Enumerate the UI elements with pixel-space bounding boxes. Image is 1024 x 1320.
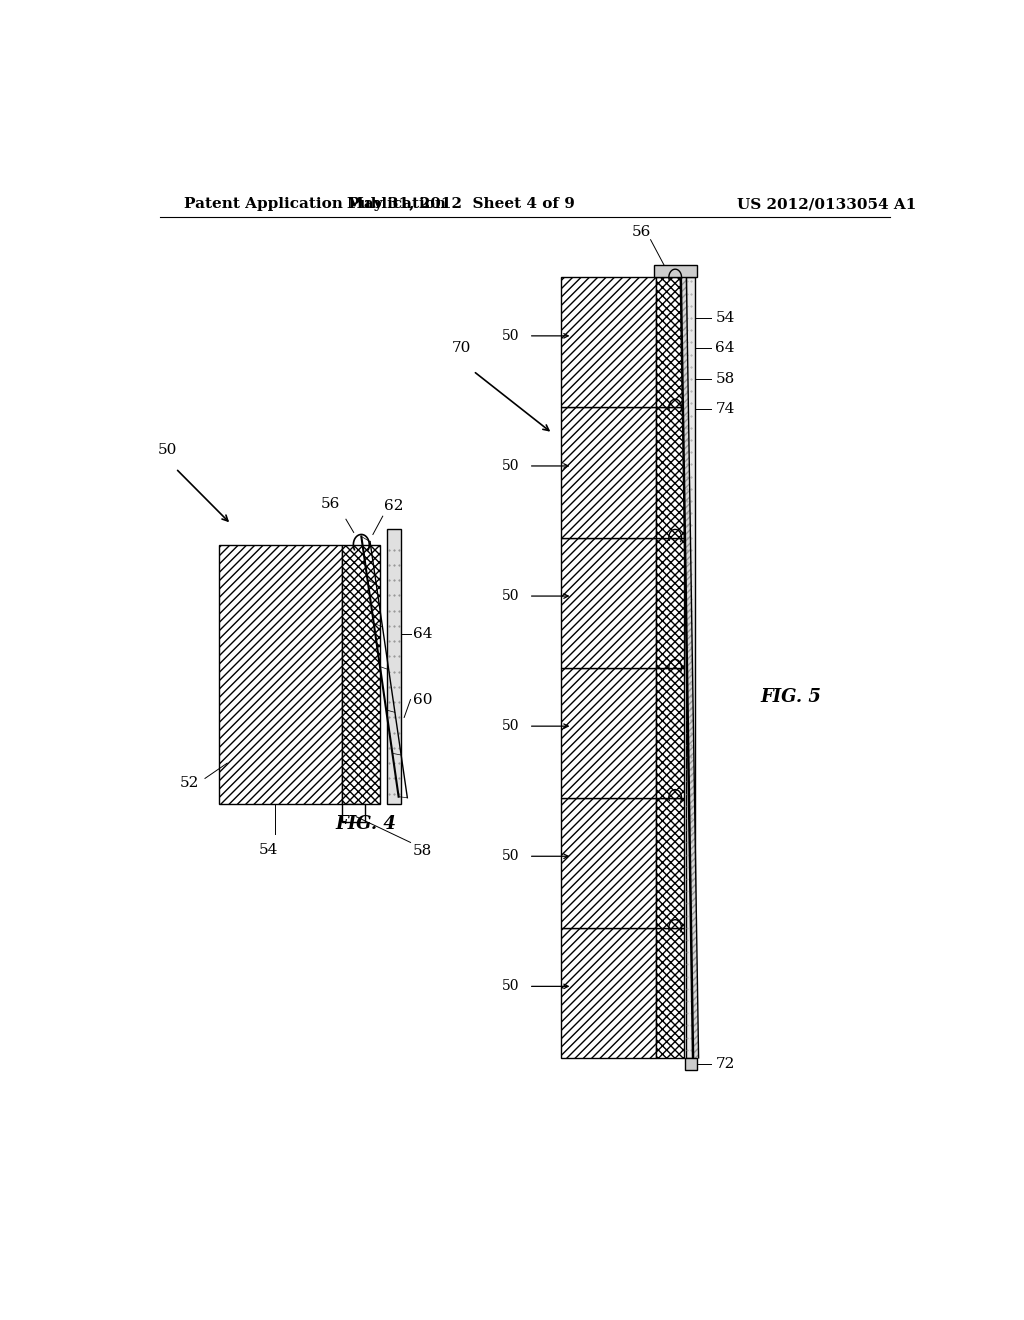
Text: 72: 72 (716, 1057, 734, 1071)
Bar (560, 537, 655, 668)
Text: Patent Application Publication: Patent Application Publication (183, 197, 445, 211)
Polygon shape (681, 273, 698, 1057)
Text: 50: 50 (158, 444, 177, 457)
Bar (560, 277, 655, 408)
Bar (560, 668, 655, 797)
Text: 64: 64 (716, 342, 735, 355)
Bar (560, 408, 655, 537)
Text: 54: 54 (259, 842, 279, 857)
Bar (219, 545, 342, 804)
Text: 50: 50 (502, 719, 519, 733)
Bar (560, 797, 655, 928)
Bar (655, 537, 684, 668)
Bar (342, 804, 366, 822)
Text: 60: 60 (413, 693, 432, 706)
Bar (655, 277, 684, 408)
Bar (655, 277, 684, 408)
Bar (655, 928, 684, 1057)
Bar (655, 797, 684, 928)
Bar (560, 408, 655, 537)
Bar (342, 545, 380, 804)
Text: 50: 50 (502, 979, 519, 994)
Text: 54: 54 (716, 312, 734, 325)
Text: 52: 52 (180, 776, 200, 791)
Bar (560, 537, 655, 668)
Bar (219, 545, 342, 804)
Bar (655, 668, 684, 797)
Bar (655, 408, 684, 537)
Text: 50: 50 (502, 329, 519, 343)
Text: 58: 58 (716, 372, 734, 385)
Text: 58: 58 (413, 843, 432, 858)
Text: 56: 56 (321, 496, 340, 511)
Text: 50: 50 (502, 849, 519, 863)
Text: 50: 50 (502, 459, 519, 473)
Bar (342, 545, 380, 804)
Bar (685, 1057, 697, 1071)
Text: 64: 64 (413, 627, 432, 640)
Text: 56: 56 (632, 224, 650, 239)
Bar (560, 277, 655, 408)
Bar (655, 928, 684, 1057)
Bar (686, 277, 695, 1057)
Bar (560, 668, 655, 797)
Text: US 2012/0133054 A1: US 2012/0133054 A1 (736, 197, 916, 211)
Bar (655, 408, 684, 537)
Text: 70: 70 (452, 341, 471, 355)
Bar (560, 797, 655, 928)
Text: 50: 50 (502, 589, 519, 603)
Bar (387, 529, 401, 804)
Text: FIG. 4: FIG. 4 (336, 816, 396, 833)
Bar (655, 797, 684, 928)
Text: 74: 74 (716, 403, 734, 416)
Bar (655, 668, 684, 797)
Text: May 31, 2012  Sheet 4 of 9: May 31, 2012 Sheet 4 of 9 (347, 197, 575, 211)
Bar (654, 265, 697, 277)
Bar (655, 537, 684, 668)
Bar (560, 928, 655, 1057)
Text: 62: 62 (384, 499, 403, 513)
Text: FIG. 5: FIG. 5 (760, 688, 821, 706)
Bar (560, 928, 655, 1057)
